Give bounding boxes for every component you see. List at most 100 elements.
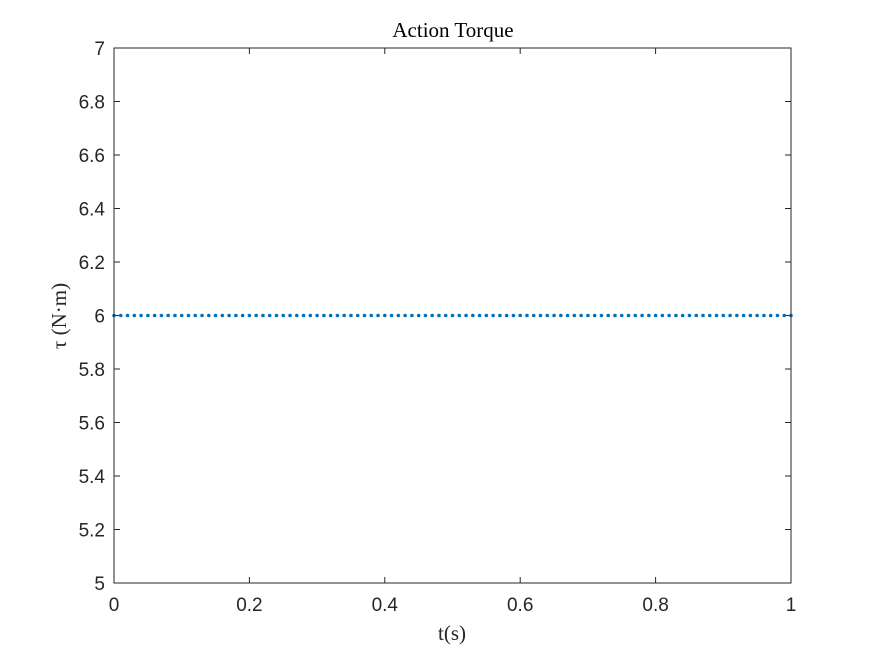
data-point xyxy=(376,313,380,318)
data-point xyxy=(741,313,746,318)
y-tick-label: 6.6 xyxy=(79,146,105,167)
data-point xyxy=(213,313,218,318)
data-point xyxy=(735,313,739,318)
y-tick-label: 6.4 xyxy=(79,200,106,221)
data-point xyxy=(308,313,313,318)
data-point xyxy=(531,313,536,318)
data-point xyxy=(416,313,421,318)
data-point xyxy=(342,313,346,318)
x-tick-label: 0 xyxy=(109,595,120,616)
data-point xyxy=(220,313,225,318)
data-point xyxy=(227,313,231,318)
data-point xyxy=(450,313,455,318)
data-point xyxy=(647,313,651,318)
y-axis-label: τ (N·m) xyxy=(47,283,71,349)
data-point xyxy=(680,313,685,318)
data-point xyxy=(423,313,428,318)
data-point xyxy=(687,313,692,318)
x-axis-label: t(s) xyxy=(438,621,466,645)
data-point xyxy=(491,313,495,318)
data-point xyxy=(579,313,583,318)
data-point xyxy=(633,313,638,318)
data-point xyxy=(586,313,590,318)
data-point xyxy=(139,313,143,318)
data-point xyxy=(782,313,787,318)
data-point xyxy=(545,313,550,318)
data-point xyxy=(267,313,272,318)
data-point xyxy=(200,313,204,318)
data-point xyxy=(748,313,753,318)
data-point xyxy=(565,313,570,318)
data-point xyxy=(775,313,780,318)
data-point xyxy=(518,313,522,318)
data-point xyxy=(383,313,387,318)
y-tick-label: 6.8 xyxy=(79,93,105,114)
data-point xyxy=(288,313,292,318)
data-point xyxy=(721,313,726,318)
data-point xyxy=(626,313,631,318)
data-point xyxy=(403,313,407,318)
data-point xyxy=(714,313,719,318)
data-point xyxy=(193,313,198,318)
data-point xyxy=(152,313,157,318)
data-point xyxy=(511,313,516,318)
data-point xyxy=(762,313,766,318)
data-point xyxy=(247,313,252,318)
data-point xyxy=(206,313,211,318)
data-point xyxy=(118,313,123,318)
y-tick-label: 5 xyxy=(94,574,105,595)
data-point xyxy=(477,313,482,318)
data-point xyxy=(349,313,353,318)
data-point xyxy=(768,313,773,318)
data-point xyxy=(498,313,502,318)
data-point xyxy=(707,313,712,318)
data-point xyxy=(443,313,448,318)
data-point xyxy=(355,313,360,318)
y-tick-labels: 5 5.2 5.4 5.6 5.8 6 6.2 6.4 6.6 6.8 7 xyxy=(79,39,106,595)
data-point xyxy=(274,313,279,318)
data-point xyxy=(261,313,265,318)
data-point xyxy=(166,313,170,318)
data-point xyxy=(572,313,577,318)
data-point xyxy=(504,313,509,318)
y-tick-label: 7 xyxy=(94,39,105,60)
y-tick-label: 5.2 xyxy=(79,521,105,542)
data-point xyxy=(159,313,164,318)
data-point xyxy=(179,313,184,318)
data-point xyxy=(640,313,644,318)
y-tick-label: 5.8 xyxy=(79,360,105,381)
data-point xyxy=(410,313,414,318)
data-point xyxy=(369,313,374,318)
x-tick-label: 0.8 xyxy=(642,595,668,616)
data-point xyxy=(362,313,367,318)
data-point xyxy=(240,313,245,318)
x-tick-label: 0.2 xyxy=(236,595,262,616)
x-tick-labels: 0 0.2 0.4 0.6 0.8 1 xyxy=(109,595,797,616)
data-point xyxy=(281,313,286,318)
data-point xyxy=(328,313,333,318)
x-tick-label: 0.6 xyxy=(507,595,533,616)
data-point xyxy=(254,313,258,318)
data-point xyxy=(125,313,130,318)
data-point xyxy=(315,313,319,318)
data-point xyxy=(653,313,658,318)
data-point xyxy=(660,313,665,318)
data-point xyxy=(396,313,401,318)
data-point xyxy=(301,313,306,318)
data-point xyxy=(538,313,543,318)
data-point xyxy=(694,313,699,318)
y-tick-label: 5.4 xyxy=(79,467,106,488)
x-tick-label: 0.4 xyxy=(372,595,399,616)
data-point xyxy=(132,313,137,318)
data-point xyxy=(146,313,150,318)
data-point xyxy=(525,313,529,318)
data-point xyxy=(457,313,462,318)
data-points xyxy=(112,313,793,318)
data-point xyxy=(592,313,597,318)
data-point xyxy=(613,313,617,318)
data-point xyxy=(294,313,299,318)
data-point xyxy=(322,313,326,318)
y-tick-label: 5.6 xyxy=(79,414,105,435)
data-point xyxy=(701,313,705,318)
data-point xyxy=(674,313,678,318)
